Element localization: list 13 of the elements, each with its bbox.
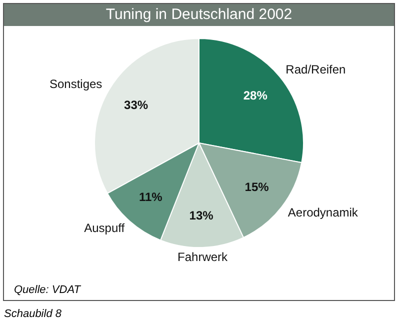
source-note: Quelle: VDAT	[14, 284, 80, 296]
slice-label: Rad/Reifen	[286, 62, 346, 76]
data-label: 13%	[189, 208, 214, 222]
chart-title: Tuning in Deutschland 2002	[4, 4, 394, 26]
data-label: 15%	[244, 180, 270, 194]
text: Schaubild 8	[4, 308, 62, 320]
data-label: 28%	[243, 88, 268, 103]
slice-label: Auspuff	[84, 221, 126, 236]
slice-label: Aerodynamik	[288, 205, 359, 220]
slice-label: Fahrwerk	[178, 250, 229, 264]
slice-label: Sonstiges	[49, 77, 102, 92]
data-label: 11%	[138, 190, 163, 204]
data-label: 33%	[124, 98, 148, 112]
